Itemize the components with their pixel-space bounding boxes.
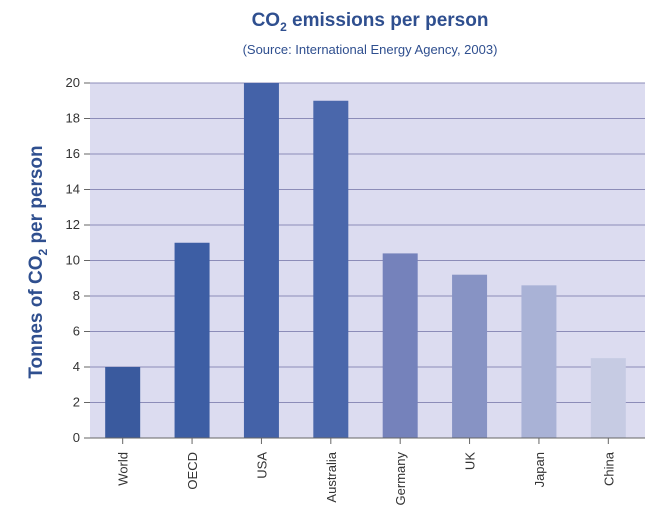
- y-axis-label-rest: per person: [26, 145, 47, 248]
- x-tick-label: UK: [463, 452, 478, 470]
- y-tick-label: 0: [73, 430, 80, 445]
- y-axis-label-text: Tonnes of CO: [26, 256, 47, 379]
- y-tick-label: 10: [66, 253, 80, 268]
- x-axis-labels: World OECD USA Australia Germany UK Japan China: [116, 438, 616, 506]
- y-tick-label: 18: [66, 111, 80, 126]
- bar-japan: [521, 285, 557, 438]
- x-tick-label: Japan: [532, 452, 547, 487]
- bar-australia: [313, 100, 349, 438]
- chart-title-text: CO: [252, 10, 281, 31]
- y-tick-label: 2: [73, 395, 80, 410]
- bar-china: [590, 358, 626, 438]
- y-tick-label: 12: [66, 217, 80, 232]
- y-tick-label: 6: [73, 324, 80, 339]
- bar-usa: [243, 83, 279, 438]
- bar-uk: [452, 274, 488, 438]
- y-tick-label: 16: [66, 146, 80, 161]
- x-tick-label: China: [601, 451, 616, 486]
- chart-title-subscript: 2: [280, 20, 287, 34]
- bar-oecd: [174, 242, 210, 438]
- chart-subtitle: (Source: International Energy Agency, 20…: [243, 42, 498, 57]
- bars: [105, 83, 626, 438]
- x-tick-label: Germany: [393, 452, 408, 506]
- y-tick-label: 8: [73, 288, 80, 303]
- x-tick-label: USA: [254, 452, 269, 479]
- bar-germany: [382, 253, 418, 438]
- x-tick-label: Australia: [324, 451, 339, 502]
- y-axis-ticks: 0 2 4 6 8 10 12 14 16 18 20: [66, 75, 90, 445]
- chart-title: CO2 emissions per person: [252, 10, 489, 34]
- y-axis-label-subscript: 2: [36, 249, 50, 256]
- y-tick-label: 20: [66, 75, 80, 90]
- y-tick-label: 4: [73, 359, 80, 374]
- chart-title-rest: emissions per person: [287, 10, 489, 31]
- bar-world: [105, 367, 141, 438]
- y-tick-label: 14: [66, 182, 80, 197]
- x-tick-label: World: [116, 452, 131, 486]
- y-axis-label: Tonnes of CO2 per person: [26, 145, 50, 378]
- x-tick-label: OECD: [185, 452, 200, 490]
